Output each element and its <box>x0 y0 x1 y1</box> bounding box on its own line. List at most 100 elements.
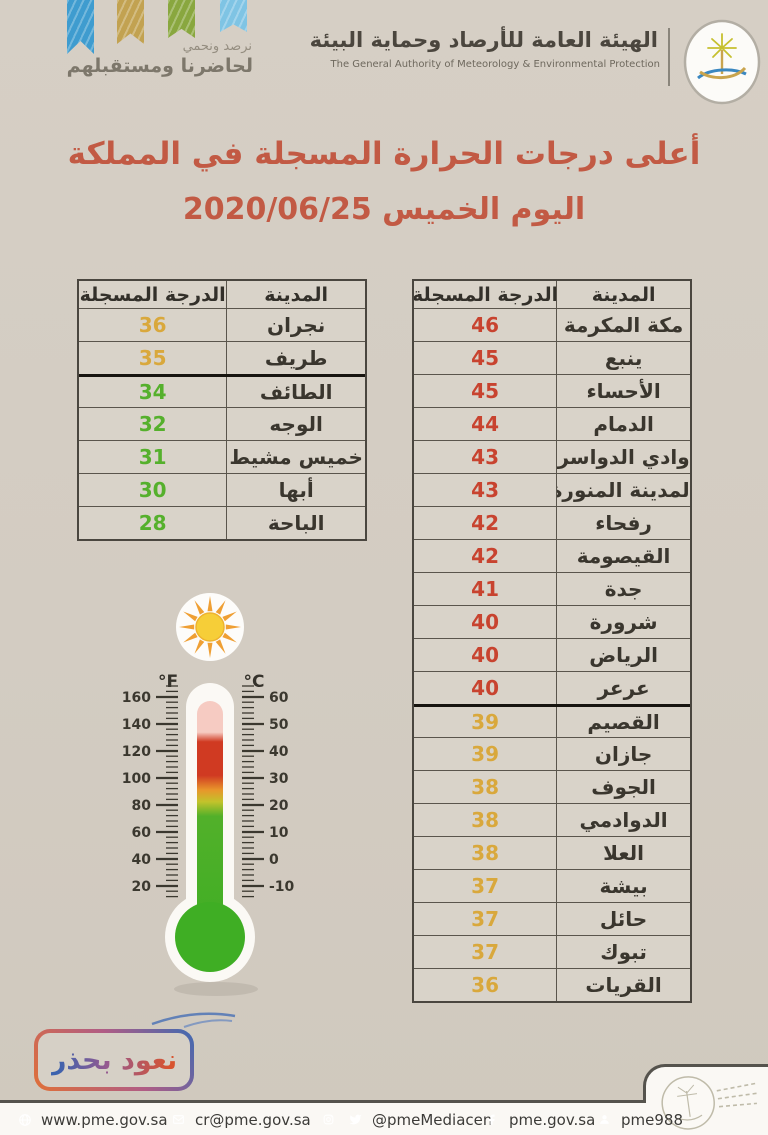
header-divider <box>668 28 670 86</box>
org-name-english: The General Authority of Meteorology & E… <box>330 59 660 70</box>
temperature-cell: 38 <box>471 841 499 865</box>
temperature-cell: 45 <box>471 379 499 403</box>
twitter-icon <box>345 1109 366 1130</box>
temperature-cell: 36 <box>138 313 167 337</box>
city-cell: الدوادمي <box>556 804 690 836</box>
temperature-cell: 44 <box>471 412 499 436</box>
brand-ribbon-icon <box>117 0 144 44</box>
email-icon <box>168 1109 189 1130</box>
poster-title-line1: أعلى درجات الحرارة المسجلة في المملكة <box>67 136 701 172</box>
temperature-cell: 38 <box>471 775 499 799</box>
celsius-tick-label: 40 <box>269 744 289 760</box>
city-cell: حائل <box>556 903 690 935</box>
temperature-cell: 45 <box>471 346 499 370</box>
temperature-cell: 37 <box>471 907 499 931</box>
table-row: ينبع 45 <box>414 341 690 374</box>
footer-website: www.pme.gov.sa <box>14 1109 168 1130</box>
fahrenheit-tick-label: 20 <box>132 879 152 895</box>
fahrenheit-tick-label: 100 <box>122 771 151 787</box>
pme-emblem-icon <box>683 19 761 105</box>
celsius-tick-label: -10 <box>269 879 295 895</box>
temperature-cell: 35 <box>138 346 167 370</box>
temperature-cell: 43 <box>471 478 499 502</box>
brand-tagline-small: نرصد ونحمي <box>182 39 252 54</box>
thermometer-liquid <box>197 701 223 941</box>
celsius-tick-label: 20 <box>269 798 289 814</box>
table-row: أبها 30 <box>79 473 365 506</box>
city-cell: مكة المكرمة <box>556 309 690 341</box>
table-row: القريات 36 <box>414 968 690 1001</box>
table-row: الوجه 32 <box>79 407 365 440</box>
temperature-cell: 43 <box>471 445 499 469</box>
city-cell: القيصومة <box>556 540 690 572</box>
temperature-cell: 34 <box>138 380 167 404</box>
fahrenheit-tick-label: 140 <box>122 717 151 733</box>
city-cell: الطائف <box>226 377 365 407</box>
temperature-table-secondary: المدينة الدرجة المسجلة نجران 36 طريف 35 الطائف… <box>77 279 367 541</box>
call-center-icon <box>594 1109 615 1130</box>
city-cell: وادي الدواسر <box>556 441 690 473</box>
temperature-cell: 40 <box>471 643 499 667</box>
badge-inner: نعود بحذر <box>38 1033 190 1087</box>
table-row: الطائف 34 <box>79 374 365 407</box>
city-cell: القصيم <box>556 707 690 737</box>
temperature-cell: 31 <box>138 445 167 469</box>
table-row: الباحة 28 <box>79 506 365 539</box>
table-row: طريف 35 <box>79 341 365 374</box>
badge-swoosh-icon <box>151 1012 236 1028</box>
table-row: بيشة 37 <box>414 869 690 902</box>
city-cell: القريات <box>556 969 690 1001</box>
thermometer-bulb <box>175 902 245 972</box>
official-stamp <box>661 1076 760 1130</box>
globe-icon <box>14 1109 35 1130</box>
footer-divider-line <box>0 1100 646 1103</box>
fahrenheit-unit-label: °F <box>158 672 178 692</box>
temperature-column-header: الدرجة المسجلة <box>414 283 557 306</box>
temperature-column-header: الدرجة المسجلة <box>79 283 226 306</box>
temperature-cell: 30 <box>138 478 167 502</box>
thermometer-graphic: °F °C 160140120100806040206050403020100-… <box>122 593 295 996</box>
temperature-cell: 42 <box>471 544 499 568</box>
temperature-cell: 40 <box>471 676 499 700</box>
org-name-arabic: الهيئة العامة للأرصاد وحماية البيئة <box>309 28 658 52</box>
temperature-cell: 38 <box>471 808 499 832</box>
temperature-cell: 28 <box>138 511 167 535</box>
brand-ribbon-icon <box>220 0 247 32</box>
temperature-cell: 40 <box>471 610 499 634</box>
city-cell: أبها <box>226 474 365 506</box>
brand-tagline-large: لحاضرنا ومستقبلهم <box>66 55 253 77</box>
city-cell: العلا <box>556 837 690 869</box>
celsius-tick-label: 10 <box>269 825 289 841</box>
footer-social: @pmeMediacen <box>318 1109 492 1130</box>
table-row: حائل 37 <box>414 902 690 935</box>
temperature-cell: 42 <box>471 511 499 535</box>
table-row: مكة المكرمة 46 <box>414 308 690 341</box>
table-row: القصيم 39 <box>414 704 690 737</box>
footer-email: cr@pme.gov.sa <box>168 1109 311 1130</box>
facebook-icon <box>482 1109 503 1130</box>
table-row: رفحاء 42 <box>414 506 690 539</box>
city-cell: المدينة المنورة <box>556 474 690 506</box>
sun-icon <box>179 596 241 658</box>
city-column-header: المدينة <box>226 281 365 308</box>
instagram-icon <box>318 1109 339 1130</box>
temperature-cell: 36 <box>471 973 499 997</box>
city-cell: الوجه <box>226 408 365 440</box>
celsius-tick-label: 60 <box>269 690 289 706</box>
social-handle-text: @pmeMediacen <box>372 1110 493 1129</box>
city-cell: تبوك <box>556 936 690 968</box>
fahrenheit-tick-label: 120 <box>122 744 151 760</box>
temperature-cell: 41 <box>471 577 499 601</box>
city-column-header: المدينة <box>556 281 690 308</box>
callcenter-text: pme988 <box>621 1110 683 1129</box>
city-cell: الدمام <box>556 408 690 440</box>
city-cell: شرورة <box>556 606 690 638</box>
city-cell: جازان <box>556 738 690 770</box>
city-cell: الجوف <box>556 771 690 803</box>
table-header-row: المدينة الدرجة المسجلة <box>79 281 365 308</box>
table-row: نجران 36 <box>79 308 365 341</box>
table-row: الدوادمي 38 <box>414 803 690 836</box>
table-row: وادي الدواسر 43 <box>414 440 690 473</box>
poster-title-line2: اليوم الخميس 2020/06/25 <box>182 192 586 227</box>
